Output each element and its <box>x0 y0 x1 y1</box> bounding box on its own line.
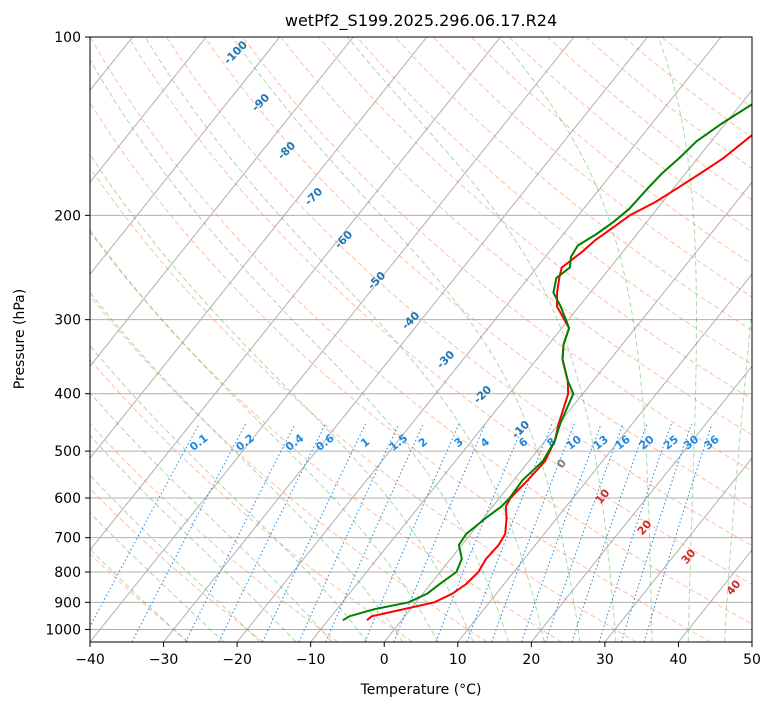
isotherm-line <box>90 37 281 276</box>
isotherm-line <box>90 37 428 459</box>
x-tick-label: 50 <box>743 652 761 668</box>
mixing-ratio-line <box>435 423 525 642</box>
isotherm-line <box>604 457 752 642</box>
moist-adiabat-line <box>90 474 261 642</box>
dewpoint-profile-line <box>342 103 752 622</box>
moist-adiabat-line <box>231 37 581 642</box>
mixing-ratio-line <box>364 423 460 642</box>
y-tick-label: 400 <box>54 387 81 403</box>
y-tick-label: 200 <box>54 208 81 224</box>
moist-adiabat-line <box>657 37 697 642</box>
mixing-ratio-line <box>262 423 366 642</box>
moist-adiabat-line <box>90 153 474 642</box>
y-tick-label: 700 <box>54 531 81 547</box>
mixing-ratio-line <box>393 423 486 642</box>
x-tick-label: 10 <box>449 652 467 668</box>
moist-adiabat-line <box>90 58 510 642</box>
y-tick-label: 800 <box>54 565 81 581</box>
mixing-ratio-line <box>466 423 553 642</box>
dry-adiabat-line <box>242 37 752 472</box>
moist-adiabat-line <box>724 303 752 642</box>
x-tick-label: −30 <box>149 652 179 668</box>
dry-adiabat-line <box>127 37 752 585</box>
x-tick-label: −40 <box>75 652 105 668</box>
y-tick-label: 500 <box>54 444 81 460</box>
background-lines <box>90 37 752 642</box>
isotherm-line <box>90 37 501 551</box>
mixing-ratio-line <box>90 423 200 628</box>
y-tick-label: 1000 <box>45 622 81 638</box>
dry-adiabat-line <box>90 423 339 642</box>
moist-adiabat-line <box>90 344 368 642</box>
x-axis-label: Temperature (°C) <box>360 682 482 698</box>
dry-adiabat-line <box>204 37 752 509</box>
plot-background <box>90 37 752 642</box>
dry-adiabat-line <box>90 553 190 642</box>
moist-adiabat-line <box>90 434 297 642</box>
chart-title: wetPf2_S199.2025.296.06.17.R24 <box>285 11 557 31</box>
dry-adiabat-line <box>280 37 752 436</box>
isotherm-line <box>383 181 752 642</box>
dry-adiabat-line <box>90 358 413 642</box>
isotherm-line <box>236 37 722 642</box>
x-tick-label: 20 <box>522 652 540 668</box>
dry-adiabat-line <box>394 37 752 332</box>
dry-adiabat-line <box>90 166 637 642</box>
mixing-ratio-line <box>545 423 624 642</box>
mixing-ratio-line <box>325 423 424 642</box>
dry-adiabat-line <box>356 37 752 366</box>
y-tick-label: 600 <box>54 491 81 507</box>
mixing-ratio-line <box>218 423 326 642</box>
dry-adiabat-line <box>90 101 712 642</box>
moist-adiabat-line <box>90 392 333 642</box>
isotherm-line <box>530 365 752 642</box>
axis-ticks: −40 −30 −20 −10 0 10 20 30 40 50 1000 900 800 700 600 5… <box>45 30 761 668</box>
x-tick-label: 30 <box>596 652 614 668</box>
x-tick-label: −20 <box>222 652 252 668</box>
dry-adiabat-line <box>90 37 752 625</box>
moist-adiabat-line <box>90 291 404 642</box>
isotherm-line <box>90 37 207 184</box>
dry-adiabat-line <box>90 295 488 642</box>
profile-lines <box>342 103 752 622</box>
y-tick-label: 300 <box>54 313 81 329</box>
isotherm-line <box>90 37 354 367</box>
x-tick-label: 0 <box>380 652 389 668</box>
plot-frame <box>89 36 753 643</box>
isotherm-line <box>90 37 575 642</box>
moist-adiabat-line <box>498 37 653 642</box>
mixing-ratio-line <box>298 423 400 642</box>
x-tick-label: −10 <box>296 652 326 668</box>
moist-adiabat-line <box>144 37 545 642</box>
y-tick-label: 100 <box>54 30 81 46</box>
dry-adiabat-line <box>165 37 752 547</box>
mixing-ratio-line <box>491 423 575 642</box>
mixing-ratio-line <box>131 423 246 642</box>
isotherm-line <box>163 37 648 642</box>
mixing-ratio-line <box>521 423 602 642</box>
y-tick-label: 900 <box>54 595 81 611</box>
mixing-ratio-line <box>185 423 296 642</box>
y-axis-label: Pressure (hPa) <box>12 289 28 389</box>
x-tick-label: 40 <box>670 652 688 668</box>
dry-adiabat-line <box>90 487 264 642</box>
isotherm-line <box>457 273 752 642</box>
